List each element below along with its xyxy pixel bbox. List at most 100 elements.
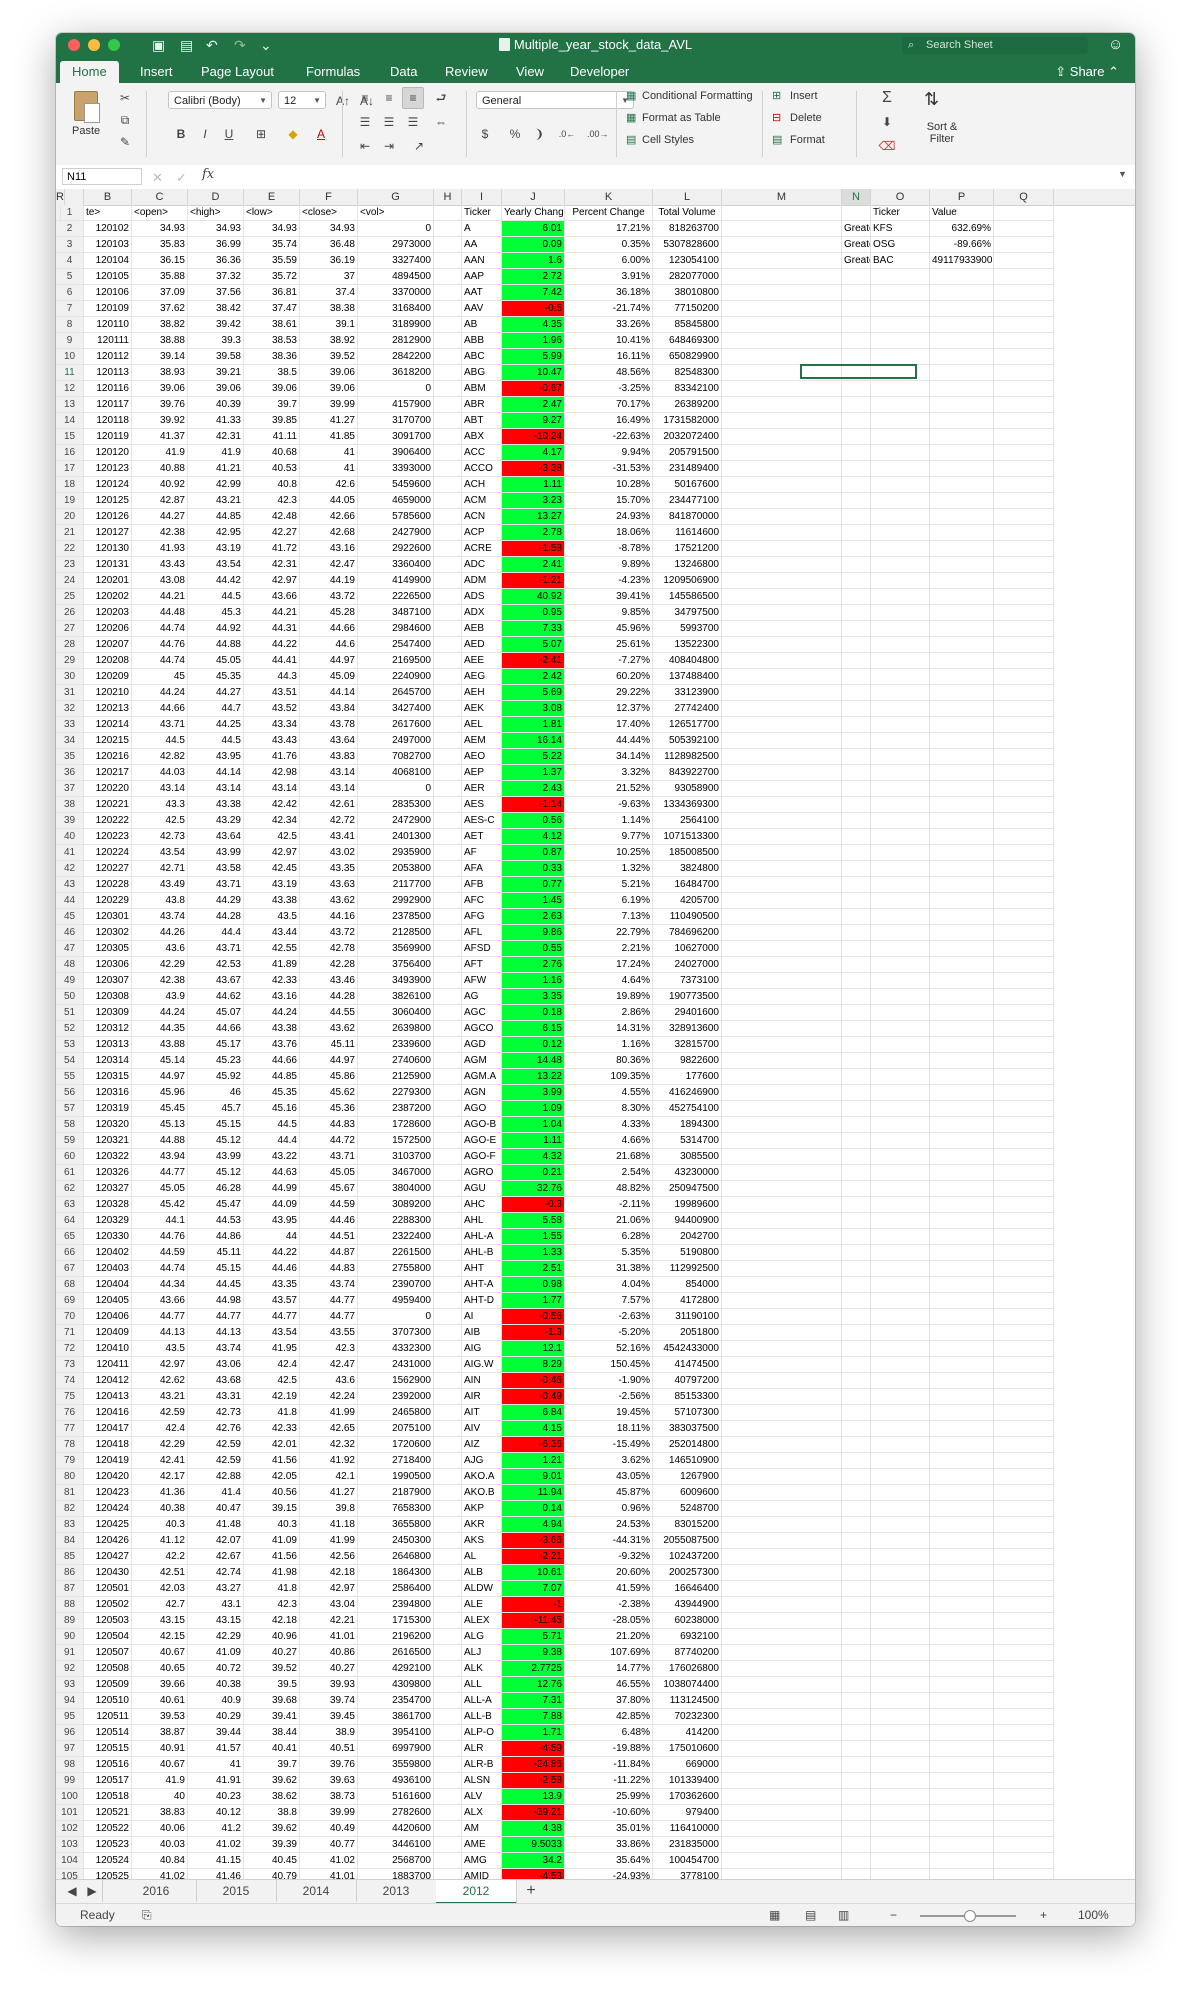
data-cell[interactable]: 43.6 [300,1373,358,1389]
ticker-cell[interactable]: AES [462,797,502,813]
data-cell[interactable]: 44.74 [132,621,188,637]
data-cell[interactable]: 42.73 [132,829,188,845]
data-cell[interactable]: 120330 [84,1229,132,1245]
font-size-select[interactable]: 12 ▼ [278,91,326,109]
empty-cell[interactable] [994,781,1054,797]
empty-cell[interactable] [930,1581,994,1597]
total-volume-cell[interactable]: 250947500 [653,1181,722,1197]
yearly-change-cell[interactable]: 5.69 [502,685,565,701]
data-cell[interactable]: 41.36 [132,1485,188,1501]
empty-cell[interactable] [994,829,1054,845]
next-sheet-icon[interactable]: ▶ [82,1880,103,1902]
data-cell[interactable]: 40.86 [300,1645,358,1661]
empty-cell[interactable] [722,333,842,349]
empty-cell[interactable] [871,1741,930,1757]
row-number[interactable]: 12 [56,381,84,397]
empty-cell[interactable] [994,749,1054,765]
empty-cell[interactable] [871,1261,930,1277]
row-number[interactable]: 11 [56,365,84,381]
align-right-icon[interactable]: ☰ [407,115,419,129]
yearly-change-cell[interactable]: -1.21 [502,573,565,589]
row-number[interactable]: 95 [56,1709,84,1725]
empty-cell[interactable] [842,1085,871,1101]
row-number[interactable]: 94 [56,1693,84,1709]
empty-cell[interactable] [994,221,1054,237]
data-cell[interactable]: 39.14 [132,349,188,365]
empty-cell[interactable] [722,893,842,909]
data-cell[interactable]: 120523 [84,1837,132,1853]
empty-cell[interactable] [930,1421,994,1437]
data-cell[interactable]: 42.97 [300,1581,358,1597]
empty-cell[interactable] [842,925,871,941]
data-cell[interactable]: 44.35 [132,1021,188,1037]
row-number[interactable]: 58 [56,1117,84,1133]
empty-cell[interactable] [930,1549,994,1565]
data-cell[interactable]: 43.35 [300,861,358,877]
empty-cell[interactable] [994,1117,1054,1133]
data-cell[interactable]: 42.32 [300,1437,358,1453]
data-cell[interactable]: 43.99 [188,845,244,861]
empty-cell[interactable] [722,1693,842,1709]
empty-cell[interactable] [722,973,842,989]
data-cell[interactable]: 39.8 [300,1501,358,1517]
data-cell[interactable]: 40.06 [132,1821,188,1837]
data-cell[interactable]: 44.14 [188,765,244,781]
total-volume-cell[interactable]: 5314700 [653,1133,722,1149]
empty-cell[interactable] [722,989,842,1005]
empty-cell[interactable] [994,509,1054,525]
empty-cell[interactable] [994,733,1054,749]
data-cell[interactable]: 38.82 [132,317,188,333]
empty-cell[interactable] [842,605,871,621]
ticker-cell[interactable]: AEK [462,701,502,717]
empty-cell[interactable] [722,237,842,253]
data-cell[interactable]: 120203 [84,605,132,621]
data-cell[interactable]: 44.77 [300,1293,358,1309]
row-number[interactable]: 29 [56,653,84,669]
empty-cell[interactable] [930,301,994,317]
total-volume-cell[interactable]: 16646400 [653,1581,722,1597]
data-cell[interactable]: 2169500 [358,653,434,669]
yearly-change-cell[interactable]: 4.38 [502,1821,565,1837]
total-volume-cell[interactable]: 4205700 [653,893,722,909]
data-cell[interactable]: 39.68 [244,1693,300,1709]
percent-change-cell[interactable]: 107.69% [565,1645,653,1661]
empty-cell[interactable] [994,413,1054,429]
data-cell[interactable]: 42.3 [244,1597,300,1613]
empty-cell[interactable] [842,1005,871,1021]
empty-cell[interactable] [722,1149,842,1165]
ticker-cell[interactable]: AER [462,781,502,797]
formula-input[interactable] [228,170,1108,184]
total-volume-cell[interactable]: 19989600 [653,1197,722,1213]
empty-cell[interactable] [871,989,930,1005]
ticker-cell[interactable]: AGC [462,1005,502,1021]
row-number[interactable]: 101 [56,1805,84,1821]
empty-cell[interactable] [842,381,871,397]
data-cell[interactable]: 41.89 [244,957,300,973]
data-cell[interactable]: 40.96 [244,1629,300,1645]
total-volume-cell[interactable]: 1334369300 [653,797,722,813]
empty-cell[interactable] [930,829,994,845]
yearly-change-cell[interactable]: -4.59 [502,1741,565,1757]
header-cell[interactable]: <high> [188,205,244,221]
empty-cell[interactable] [871,1453,930,1469]
total-volume-cell[interactable]: 669000 [653,1757,722,1773]
row-number[interactable]: 79 [56,1453,84,1469]
empty-cell[interactable] [842,1229,871,1245]
data-cell[interactable]: 37.32 [188,269,244,285]
percent-change-cell[interactable]: 9.85% [565,605,653,621]
data-cell[interactable]: 42.19 [244,1389,300,1405]
data-cell[interactable]: 38.42 [188,301,244,317]
empty-cell[interactable] [930,1053,994,1069]
percent-change-cell[interactable]: 19.89% [565,989,653,1005]
data-cell[interactable]: 41.85 [300,429,358,445]
data-cell[interactable]: 39.1 [300,317,358,333]
empty-cell[interactable] [930,1149,994,1165]
empty-cell[interactable] [434,1725,462,1741]
empty-cell[interactable] [722,1389,842,1405]
data-cell[interactable]: 42.59 [188,1437,244,1453]
empty-cell[interactable] [871,1117,930,1133]
data-cell[interactable]: 1728600 [358,1117,434,1133]
empty-cell[interactable] [434,1469,462,1485]
empty-cell[interactable] [930,1501,994,1517]
yearly-change-cell[interactable]: 7.33 [502,621,565,637]
